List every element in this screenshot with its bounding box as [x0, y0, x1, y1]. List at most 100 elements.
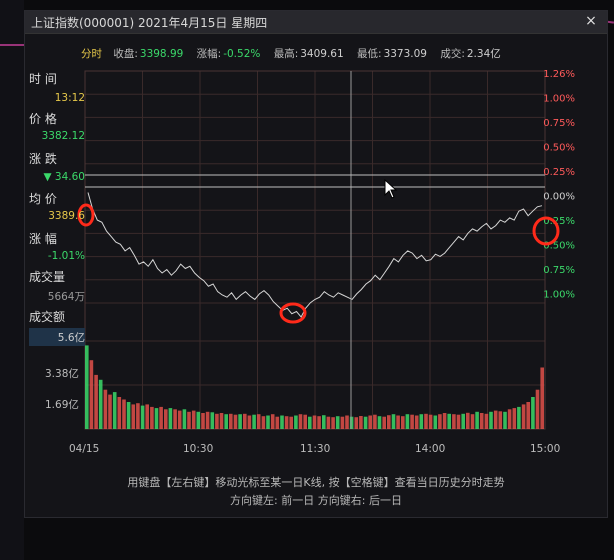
volume-bar: [154, 408, 159, 429]
volume-bar: [405, 414, 410, 429]
volume-bar: [303, 414, 307, 429]
volume-bar: [126, 402, 131, 429]
change-value: -0.52%: [223, 48, 261, 60]
volume-bar: [247, 415, 252, 429]
volume-bar: [340, 416, 345, 429]
high-value: 3409.61: [300, 48, 344, 60]
pct-label: 涨 幅: [29, 232, 57, 246]
annotations: [77, 203, 560, 324]
volume-bar: [326, 416, 331, 429]
intraday-chart[interactable]: 1.26% 1.00% 0.75% 0.50% 0.25% 0.00% 0.25% 0.50%…: [25, 11, 607, 471]
annotation-circle-low: [279, 302, 307, 324]
price-label: 价 格: [29, 112, 57, 126]
chart-grid: [84, 70, 546, 430]
volume-bar: [294, 415, 298, 429]
right-axis-labels: 1.26% 1.00% 0.75% 0.50% 0.25% 0.00% 0.25% 0.50%…: [543, 69, 575, 301]
volume-bar: [233, 414, 238, 429]
volume-bar: [284, 416, 289, 429]
volume-bar: [438, 414, 442, 429]
volume-bar: [298, 414, 303, 429]
volume-bar: [535, 389, 540, 429]
volume-bar: [382, 416, 386, 429]
volume-bar: [410, 414, 414, 429]
volume-bar: [177, 410, 182, 429]
background-panel: [0, 0, 24, 560]
volume-bar: [112, 392, 117, 429]
volume-bar: [349, 416, 354, 429]
avg-price-value: 3389.6: [48, 210, 85, 222]
volume-bar: [345, 415, 349, 429]
time-axis-label: 11:30: [300, 443, 331, 455]
low-value: 3373.09: [383, 48, 427, 60]
price-axis-label: 0.50%: [543, 241, 575, 252]
turnover-label: 成交:: [440, 48, 465, 60]
volume-bar: [335, 416, 340, 429]
volume-bar: [187, 411, 191, 429]
time-axis-label: 14:00: [415, 443, 446, 455]
volume-bar: [489, 411, 493, 429]
volume-bar: [521, 404, 526, 429]
volume-bar: [456, 414, 461, 429]
volume-bars: [85, 345, 544, 429]
volume-bar: [461, 413, 465, 429]
amount-value: 5.6亿: [57, 332, 85, 344]
background-chart-line: [0, 44, 24, 46]
volume-bar: [275, 416, 280, 429]
time-value: 13:12: [54, 92, 85, 104]
volume-bar: [466, 412, 470, 429]
volume-bar: [312, 415, 317, 429]
navigation-hint: 方向键左: 前一日 方向键右: 后一日: [230, 494, 402, 507]
volume-bar: [205, 411, 210, 429]
volume-bar: [215, 413, 219, 429]
price-axis-label: 1.26%: [543, 69, 575, 80]
volume-bar: [266, 415, 270, 429]
volume-bar: [173, 409, 177, 429]
volume-bar: [229, 413, 233, 429]
volume-bar: [452, 414, 456, 429]
volume-bar: [191, 410, 196, 429]
volume-bar: [224, 414, 228, 429]
title-bar[interactable]: 上证指数(000001) 2021年4月15日 星期四 ×: [25, 11, 607, 34]
volume-bar: [447, 413, 451, 429]
close-button[interactable]: ×: [585, 13, 597, 29]
volume-bar: [391, 414, 396, 429]
volume-bar: [503, 411, 507, 429]
keyboard-hint: 用键盘【左右键】移动光标至某一日K线, 按【空格键】查看当日历史分时走势: [127, 476, 505, 489]
volume-bar: [131, 404, 136, 429]
price-axis-label: 1.00%: [543, 290, 575, 301]
volume-bar: [270, 414, 275, 429]
volume-bar: [396, 415, 400, 429]
volume-bar: [164, 409, 168, 429]
volume-bar: [89, 360, 94, 429]
volume-bar: [238, 414, 242, 429]
change-label: 涨幅:: [196, 48, 222, 60]
volume-bar: [401, 416, 405, 429]
volume-bar: [145, 404, 149, 429]
volume-bar: [182, 409, 187, 429]
pct-value: -1.01%: [47, 250, 85, 262]
volume-bar: [475, 411, 479, 429]
price-axis-label: 0.25%: [543, 216, 575, 227]
time-axis-label: 04/15: [69, 443, 100, 455]
volume-bar: [498, 411, 503, 429]
time-axis-label: 15:00: [530, 443, 561, 455]
price-axis-label: 0.50%: [543, 143, 575, 154]
price-axis-label: 0.25%: [543, 167, 575, 178]
crosshair: [85, 71, 545, 429]
stats-bar: 分时 收盘: 3398.99 涨幅: -0.52% 最高: 3409.61 最低: 33…: [81, 46, 511, 61]
volume-bar: [317, 416, 321, 429]
low-label: 最低:: [357, 48, 382, 60]
volume-bar: [442, 413, 447, 429]
volume-bar: [219, 413, 224, 429]
volume-bar: [201, 413, 205, 429]
volume-bar: [108, 394, 112, 429]
mode-label[interactable]: 分时: [81, 48, 102, 60]
volume-bar: [517, 406, 521, 429]
volume-bar: [243, 413, 247, 429]
volume-bar: [331, 417, 335, 429]
volume-bar: [252, 414, 256, 429]
volume-bar: [470, 414, 475, 429]
volume-bar: [98, 379, 103, 429]
volume-axis-label: 3.38亿: [45, 368, 79, 380]
price-axis-label: 0.75%: [543, 118, 575, 129]
